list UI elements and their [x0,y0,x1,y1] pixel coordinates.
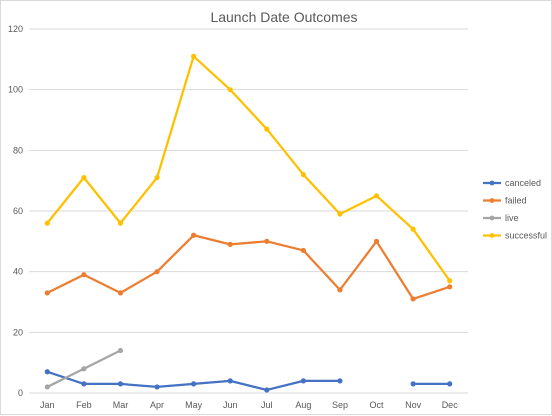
point-canceled-jul [264,387,270,393]
legend-item-failed: failed [483,196,527,206]
legend-marker [489,215,495,221]
legend-item-live: live [483,213,519,223]
point-successful-may [191,53,197,59]
point-canceled-jun [227,378,233,384]
point-canceled-aug [300,378,306,384]
x-tick-label-jan: Jan [40,400,55,410]
series-live [44,347,124,390]
point-successful-jun [227,87,233,93]
point-failed-sep [337,287,343,293]
point-successful-jan [44,220,50,226]
x-tick-label-dec: Dec [442,400,459,410]
point-failed-mar [117,290,124,296]
point-successful-aug [300,172,306,178]
point-live-feb [81,366,87,372]
series-successful [44,53,453,284]
point-successful-jul [264,126,270,132]
point-successful-dec [447,278,453,284]
point-canceled-dec [447,381,453,387]
point-failed-may [191,232,197,238]
point-failed-dec [447,284,453,290]
point-canceled-feb [81,381,87,387]
point-failed-feb [81,272,87,278]
series-group [44,53,453,393]
point-canceled-sep [337,378,343,384]
legend: canceled failed live successful [483,178,547,241]
point-canceled-mar [117,381,124,387]
x-tick-label-feb: Feb [76,400,92,410]
point-live-jan [44,384,50,390]
x-tick-label-mar: Mar [113,400,129,410]
series-canceled [44,369,453,393]
x-tick-label-apr: Apr [150,400,164,410]
legend-label: failed [505,196,527,206]
point-successful-feb [81,175,87,181]
y-tick-label: 100 [8,85,23,95]
point-failed-jan [44,290,50,296]
series-failed [44,232,453,302]
y-tick-label: 20 [13,327,23,337]
point-failed-aug [300,247,306,254]
y-tick-label: 80 [13,145,23,155]
legend-label: successful [505,231,547,241]
legend-label: live [505,213,519,223]
point-successful-oct [373,193,380,199]
point-live-mar [117,347,124,354]
x-tick-label-nov: Nov [405,400,422,410]
point-failed-jun [227,241,233,247]
x-tick-label-sep: Sep [332,400,348,410]
legend-marker [489,198,495,203]
x-axis-ticks: Jan Feb Mar Apr May Jun Jul Aug Sep Oct Nov Dec [40,400,458,410]
point-canceled-apr [154,384,160,390]
point-successful-sep [337,211,343,217]
legend-marker [489,180,495,186]
point-canceled-may [191,381,197,387]
point-successful-apr [154,175,160,181]
y-axis-ticks: 0 20 40 60 80 100 120 [8,24,23,398]
x-tick-label-jul: Jul [261,400,273,410]
gridlines [29,28,468,394]
legend-marker [489,233,495,238]
point-successful-nov [410,226,416,232]
x-tick-label-oct: Oct [370,400,385,410]
series-line-successful [46,55,451,282]
x-tick-label-jun: Jun [223,400,238,410]
point-failed-oct [373,238,380,244]
legend-label: canceled [505,178,541,188]
series-line-canceled [46,370,340,392]
series-line-failed [46,234,451,301]
point-canceled-nov [410,381,416,387]
point-canceled-jan [44,369,50,375]
y-tick-label: 40 [13,267,23,277]
legend-item-successful: successful [483,231,547,241]
point-successful-mar [117,220,124,226]
y-tick-label: 0 [18,388,23,398]
chart-title: Launch Date Outcomes [210,9,357,25]
y-tick-label: 120 [8,24,23,34]
point-failed-nov [410,296,416,302]
y-tick-label: 60 [13,206,23,216]
legend-item-canceled: canceled [483,178,541,188]
x-tick-label-aug: Aug [295,400,311,410]
point-failed-apr [154,269,160,275]
x-tick-label-may: May [185,400,203,410]
point-failed-jul [264,238,270,244]
